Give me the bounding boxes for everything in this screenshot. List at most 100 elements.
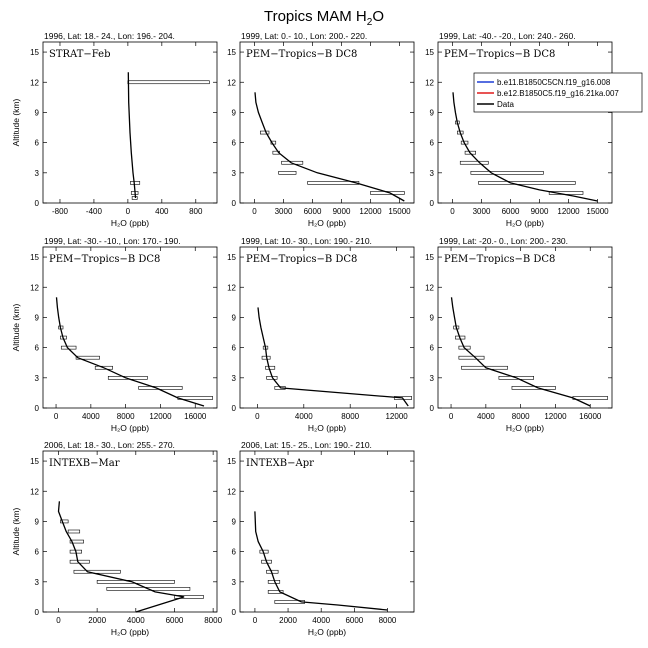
y-axis-label: Altitude (km): [11, 98, 21, 146]
y-tick-label: 9: [35, 108, 40, 117]
y-tick-label: 3: [232, 374, 237, 383]
y-tick-label: 15: [425, 48, 434, 57]
x-tick-label: 16000: [184, 412, 207, 421]
y-tick-label: 0: [232, 199, 237, 208]
y-tick-label: 9: [430, 108, 435, 117]
x-tick-label: 6000: [166, 616, 184, 625]
panel-header: 2006, Lat: 18.- 30., Lon: 255.- 270.: [44, 440, 175, 450]
error-bar: [131, 196, 138, 200]
x-tick-label: 3000: [473, 207, 491, 216]
x-tick-label: 12000: [557, 207, 580, 216]
data-profile-line: [450, 297, 591, 407]
panel-5: 1999, Lat: 10.- 30., Lon: 190.- 210. 0 3 6 9…: [227, 236, 415, 433]
x-tick-label: 9000: [531, 207, 549, 216]
data-profile-line: [254, 511, 388, 611]
x-tick-label: 12000: [544, 412, 567, 421]
data-profile-line: [257, 307, 409, 407]
error-bar: [67, 529, 81, 534]
panel-frame: [42, 246, 218, 409]
y-tick-label: 15: [30, 253, 39, 262]
x-tick-label: 15000: [586, 207, 609, 216]
y-tick-label: 6: [232, 344, 237, 353]
x-axis-label: H₂O (ppb): [308, 218, 346, 228]
data-profile-line: [55, 297, 205, 407]
panel-2: 1999, Lat: 0.- 10., Lon: 200.- 220. 0 3 6 9 1…: [227, 31, 415, 228]
error-bar: [259, 130, 270, 135]
y-tick-label: 0: [430, 199, 435, 208]
x-tick-label: 6000: [304, 207, 322, 216]
y-tick-label: 15: [227, 457, 236, 466]
y-tick-label: 6: [35, 344, 40, 353]
x-tick-label: 12000: [359, 207, 382, 216]
panel-header: 1999, Lat: -40.- -20., Lon: 240.- 260.: [439, 31, 576, 41]
error-bar: [278, 171, 297, 175]
panel-header: 1996, Lat: 18.- 24., Lon: 196.- 204.: [44, 31, 175, 41]
legend-entry: Data: [497, 100, 514, 109]
x-tick-label: 0: [54, 412, 59, 421]
y-tick-label: 0: [430, 404, 435, 413]
error-bar: [75, 355, 100, 360]
y-tick-label: 12: [30, 283, 39, 292]
y-tick-label: 12: [425, 283, 434, 292]
y-tick-label: 3: [35, 374, 40, 383]
x-tick-label: 16000: [579, 412, 602, 421]
y-tick-label: 0: [232, 404, 237, 413]
y-tick-label: 9: [232, 517, 237, 526]
panel-header: 1999, Lat: -30.- -10., Lon: 170.- 190.: [44, 236, 181, 246]
legend-box: [473, 72, 643, 113]
y-tick-label: 0: [35, 199, 40, 208]
panel-frame: [42, 450, 218, 613]
panel-8: 2006, Lat: 15.- 25., Lon: 190.- 210. 0 3 6 9…: [227, 440, 415, 637]
x-tick-label: 12000: [385, 412, 408, 421]
panel-label: INTEXB−Mar: [49, 458, 120, 469]
panel-header: 1999, Lat: 10.- 30., Lon: 190.- 210.: [241, 236, 372, 246]
y-tick-label: 12: [227, 78, 236, 87]
panel-frame: [42, 41, 218, 204]
x-tick-label: 0: [449, 412, 454, 421]
y-tick-label: 15: [30, 48, 39, 57]
panel-frame: [239, 246, 415, 409]
panel-label: PEM−Tropics−B DC8: [444, 254, 555, 265]
y-tick-label: 0: [232, 608, 237, 617]
error-bar: [138, 386, 183, 390]
y-tick-label: 6: [430, 344, 435, 353]
x-tick-label: 6000: [345, 616, 363, 625]
x-axis-label: H₂O (ppb): [308, 423, 346, 433]
x-tick-label: 0: [252, 207, 257, 216]
figure-title: Tropics MAM H2O: [263, 8, 384, 28]
x-tick-label: 4000: [82, 412, 100, 421]
x-tick-label: 12000: [149, 412, 172, 421]
x-tick-label: 4000: [127, 616, 145, 625]
y-tick-label: 3: [232, 169, 237, 178]
y-tick-label: 15: [425, 253, 434, 262]
legend-entry: b.e12.B1850C5.f19_g16.21ka.007: [497, 89, 619, 98]
error-bar: [370, 191, 405, 195]
y-tick-label: 9: [232, 108, 237, 117]
x-tick-label: 0: [450, 207, 455, 216]
y-tick-label: 0: [35, 608, 40, 617]
panel-label: INTEXB−Apr: [246, 458, 314, 469]
x-tick-label: 2000: [279, 616, 297, 625]
error-bar: [458, 355, 485, 360]
data-profile-line: [57, 501, 185, 613]
x-tick-label: 0: [253, 616, 258, 625]
panel-frame: [239, 450, 415, 613]
panel-label: STRAT−Feb: [49, 49, 110, 60]
y-tick-label: 15: [227, 48, 236, 57]
x-tick-label: 800: [189, 207, 203, 216]
panel-4: 1999, Lat: -30.- -10., Lon: 170.- 190. 0 3…: [11, 236, 218, 433]
data-profile-line: [127, 72, 137, 199]
panel-header: 1999, Lat: -20.- 0., Lon: 200.- 230.: [439, 236, 568, 246]
x-axis-label: H₂O (ppb): [111, 627, 149, 637]
panel-7: 2006, Lat: 18.- 30., Lon: 255.- 270. 0 3 6 9…: [11, 440, 223, 637]
x-tick-label: 4000: [477, 412, 495, 421]
error-bar: [60, 519, 69, 524]
y-tick-label: 9: [430, 313, 435, 322]
x-tick-label: 400: [155, 207, 169, 216]
x-axis-label: H₂O (ppb): [506, 218, 544, 228]
error-bar: [174, 595, 204, 599]
legend-entry: b.e11.B1850C5CN.f19_g16.008: [497, 78, 611, 87]
y-tick-label: 3: [430, 169, 435, 178]
